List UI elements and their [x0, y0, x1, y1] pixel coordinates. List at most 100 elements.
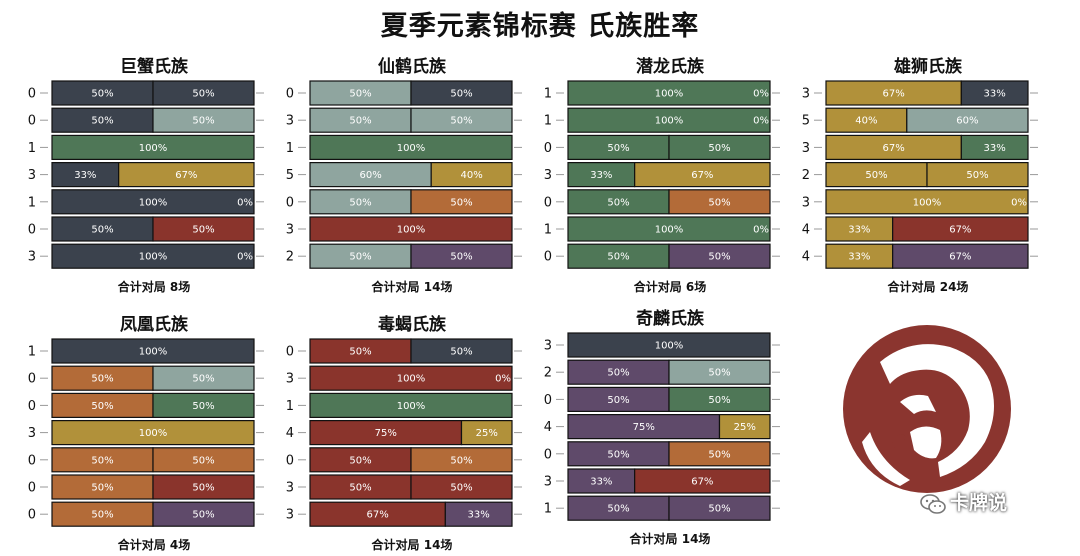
data-label: 50% [192, 401, 214, 412]
total-prefix: 合计对局 [629, 532, 682, 546]
total-prefix: 合计对局 [633, 280, 686, 294]
data-label: 50% [708, 395, 730, 406]
bar-segment [309, 419, 463, 446]
bar-segment [309, 365, 513, 391]
bar-segment [309, 447, 412, 473]
data-label: 50% [450, 197, 472, 208]
row-count-label: 4 [802, 250, 810, 265]
bar-segment [718, 413, 771, 440]
row-count-label: 3 [802, 141, 810, 156]
stacked-bar-chart: 3 67% 33% 5 40% 60% 3 67% 33% 2 50% 50% 3 100% 0% 4 33% 6… [802, 80, 1038, 269]
data-label: 50% [192, 510, 214, 521]
row-count-label: 3 [28, 426, 36, 441]
bar-segment [906, 107, 1029, 133]
bar-segment [152, 474, 255, 500]
panel-title: 仙鹤氏族 [378, 57, 446, 77]
total-prefix: 合计对局 [117, 280, 170, 294]
clan-panel: 仙鹤氏族050%50%350%50%10%100%560%40%050%50%3… [282, 52, 542, 298]
row-count-label: 3 [544, 168, 552, 183]
data-label: 100% [913, 197, 942, 208]
total-matches: 合计对局 14场 [282, 278, 542, 295]
bar-segment [410, 189, 513, 215]
data-label: 100% [655, 89, 684, 100]
bar-segment [567, 107, 771, 133]
data-label: 50% [349, 483, 371, 494]
bar-segment [892, 243, 1029, 269]
wechat-icon [920, 493, 946, 515]
bar-segment [410, 447, 513, 473]
bar-segment [51, 80, 154, 106]
bar-segment [825, 189, 1029, 215]
bar-segment [51, 216, 154, 242]
data-label: 50% [91, 374, 113, 385]
data-label: 50% [91, 225, 113, 236]
data-label: 40% [460, 170, 482, 181]
total-matches: 合计对局 8场 [24, 278, 284, 295]
data-label: 33% [468, 510, 490, 521]
data-label: 50% [966, 170, 988, 181]
row-count-label: 2 [802, 168, 810, 183]
data-label: 100% [139, 197, 168, 208]
data-label: 50% [192, 89, 214, 100]
row-count-label: 0 [544, 195, 552, 210]
row-count-label: 1 [544, 87, 552, 102]
watermark-text: 卡牌说 [950, 492, 1008, 514]
data-label: 100% [397, 374, 426, 385]
data-label: 25% [734, 422, 756, 433]
bar-segment [825, 107, 908, 133]
data-label: 67% [367, 510, 389, 521]
stacked-bar-chart: 050%50%350%50%10%100%560%40%050%50%30%10… [286, 80, 522, 269]
data-label: 50% [708, 143, 730, 154]
row-count-label: 1 [544, 114, 552, 129]
bar-segment [567, 386, 670, 413]
row-count-label: 0 [286, 87, 294, 102]
row-count-label: 2 [544, 366, 552, 381]
row-count-label: 3 [802, 195, 810, 210]
data-label: 67% [175, 170, 197, 181]
data-label: 0% [495, 374, 511, 385]
data-label: 67% [691, 477, 713, 488]
bar-segment [51, 392, 154, 419]
bar-segment [567, 468, 636, 494]
data-label: 100% [139, 428, 168, 439]
row-count-label: 4 [286, 426, 294, 441]
bar-segment [567, 495, 670, 521]
data-label: 50% [708, 449, 730, 460]
data-label: 0% [753, 225, 769, 236]
bar-segment [51, 474, 154, 500]
bar-segment [825, 216, 894, 242]
bar-segment [309, 107, 412, 133]
bar-segment [118, 161, 255, 188]
row-count-label: 3 [28, 168, 36, 183]
data-label: 100% [139, 252, 168, 263]
data-label: 50% [708, 368, 730, 379]
row-count-label: 0 [28, 223, 36, 238]
total-value: 8场 [169, 280, 191, 294]
data-label: 60% [359, 170, 381, 181]
row-count-label: 0 [544, 141, 552, 156]
bar-segment [51, 447, 154, 473]
data-label: 50% [192, 455, 214, 466]
row-count-label: 1 [286, 141, 294, 156]
bar-segment [567, 189, 670, 215]
bar-segment [51, 134, 255, 161]
data-label: 60% [956, 116, 978, 127]
bar-segment [825, 161, 928, 188]
data-label: 33% [590, 170, 612, 181]
bar-segment [668, 134, 771, 161]
bar-segment [460, 419, 513, 446]
total-matches: 合计对局 14场 [282, 536, 542, 553]
panel-title: 潜龙氏族 [636, 57, 704, 77]
data-label: 0% [237, 252, 253, 263]
row-count-label: 3 [544, 339, 552, 354]
bar-segment [668, 386, 771, 413]
total-prefix: 合计对局 [117, 538, 170, 552]
total-matches: 合计对局 14场 [540, 530, 800, 547]
bar-segment [309, 216, 513, 242]
total-prefix: 合计对局 [887, 280, 940, 294]
bar-segment [926, 161, 1029, 188]
clan-panel: 毒蝎氏族050%50%3100%0%10%100%475%25%050%50%3… [282, 310, 542, 556]
row-count-label: 4 [544, 420, 552, 435]
data-label: 50% [192, 483, 214, 494]
clan-panel: 潜龙氏族 1 100% 0% 1 100% 0% 0 50% 50% 3 33% 67% 0 50% 50% 1… [540, 52, 800, 298]
